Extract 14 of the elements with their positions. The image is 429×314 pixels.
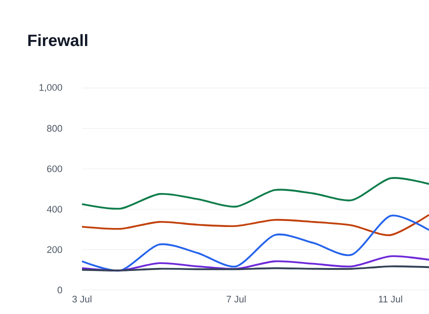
- y-tick-label: 400: [46, 206, 62, 213]
- y-tick-label: 1,000: [40, 84, 62, 92]
- x-tick-label: 11 Jul: [378, 296, 402, 302]
- y-tick-label: 200: [47, 246, 62, 253]
- y-tick-label: 600: [47, 165, 62, 172]
- line-series: [81, 214, 429, 272]
- x-tick-label: 7 Jul: [226, 296, 246, 302]
- y-tick-label: 0: [58, 286, 62, 294]
- chart-title: Firewall: [28, 34, 88, 46]
- x-tick-label: 3 Jul: [72, 296, 92, 302]
- y-tick-label: 800: [47, 125, 62, 132]
- line-series: [81, 255, 429, 272]
- line-series: [81, 214, 429, 236]
- line-series: [81, 177, 429, 210]
